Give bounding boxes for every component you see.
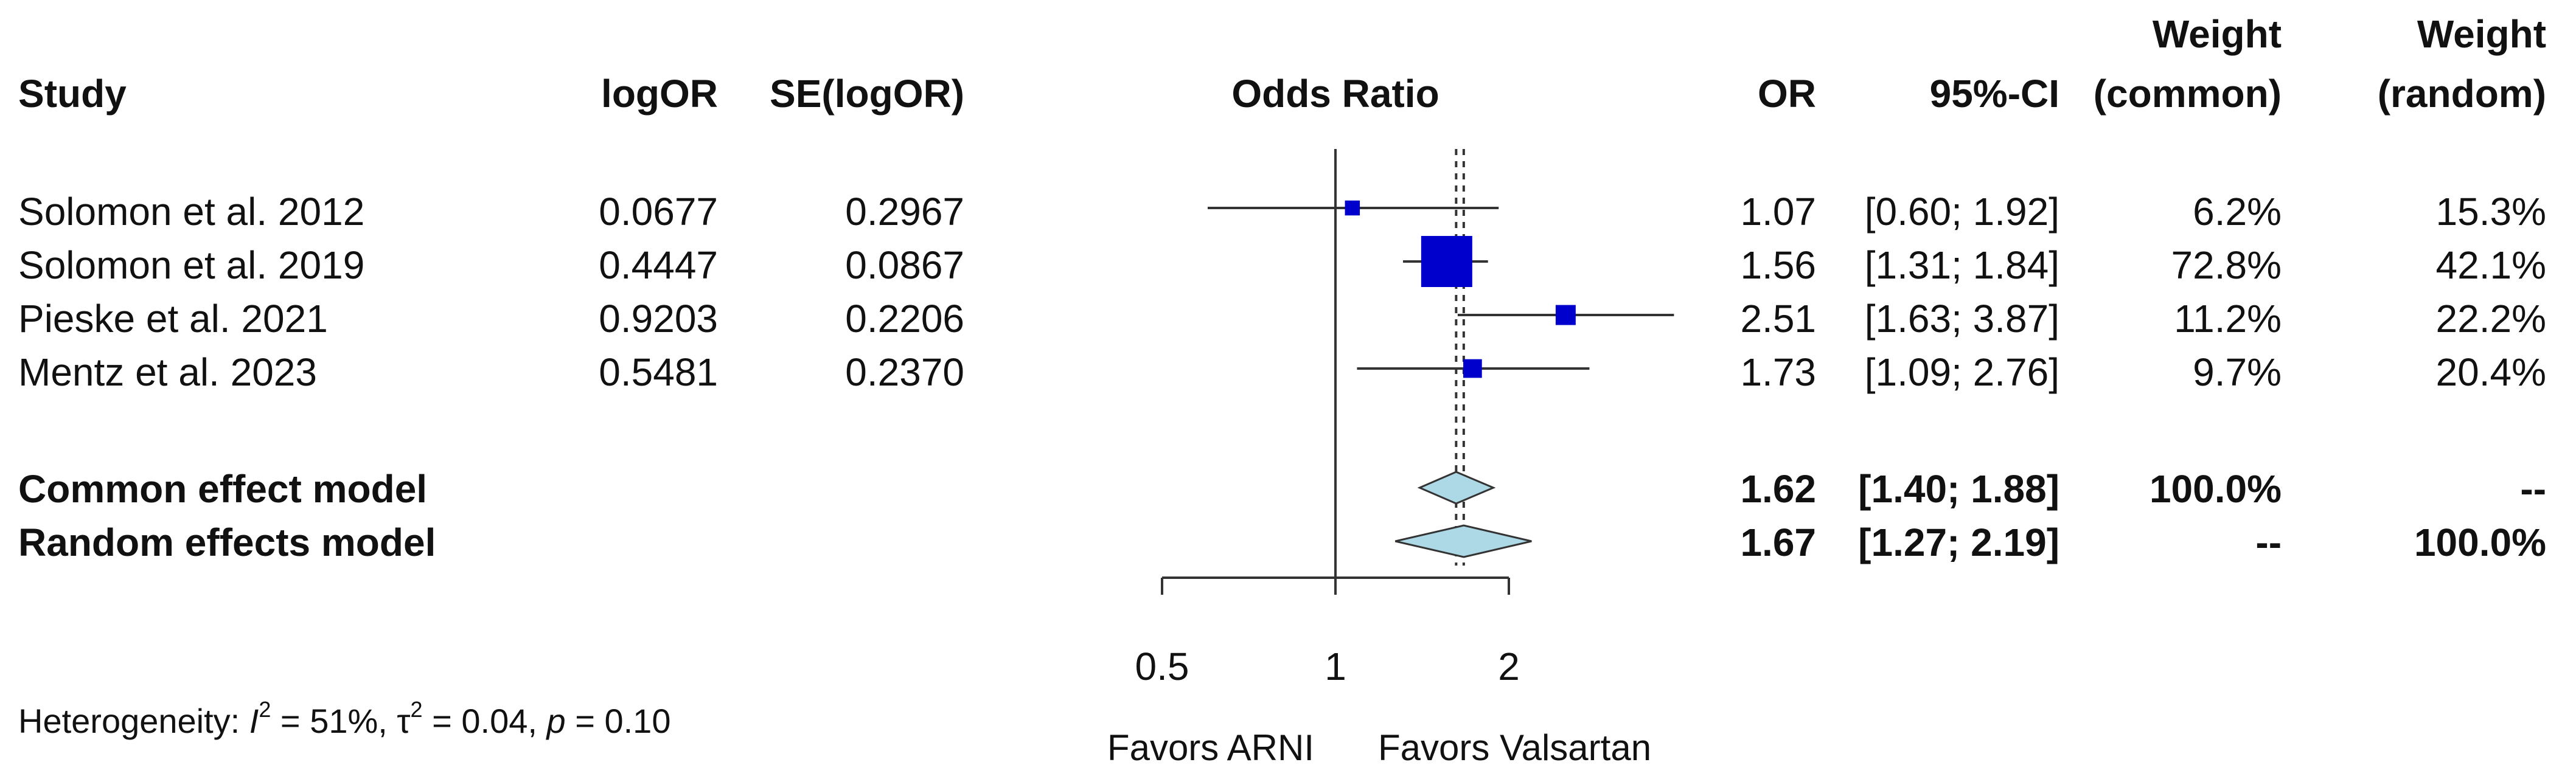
header-se-logor: SE(logOR) xyxy=(770,72,964,116)
study-logor: 0.5481 xyxy=(599,350,718,394)
study-ci: [0.60; 1.92] xyxy=(1865,190,2059,234)
study-logor: 0.9203 xyxy=(599,297,718,341)
pooled-ci: [1.27; 2.19] xyxy=(1858,521,2059,564)
study-row: Solomon et al. 2012 0.0677 0.2967 1.07 [… xyxy=(18,190,2546,234)
pooled-weight-common: -- xyxy=(2255,521,2282,564)
study-weight-common: 9.7% xyxy=(2193,350,2282,394)
study-name: Mentz et al. 2023 xyxy=(18,350,317,394)
study-or: 1.07 xyxy=(1740,190,1816,234)
random-effects-diamond xyxy=(1394,524,1532,558)
pooled-weight-common: 100.0% xyxy=(2150,467,2282,511)
study-se: 0.2206 xyxy=(845,297,964,341)
pooled-or: 1.62 xyxy=(1740,467,1816,511)
header-logor: logOR xyxy=(601,72,718,116)
header-or: OR xyxy=(1758,72,1816,116)
header-weight-random-line2: (random) xyxy=(2378,72,2546,116)
study-weight-common: 11.2% xyxy=(2174,297,2282,341)
study-weight-random: 22.2% xyxy=(2436,297,2546,341)
pooled-ci: [1.40; 1.88] xyxy=(1858,467,2059,511)
study-or: 2.51 xyxy=(1740,297,1816,341)
header-weight-common-line1: Weight xyxy=(2153,12,2282,56)
study-weight-random: 15.3% xyxy=(2436,190,2546,234)
study-se: 0.2370 xyxy=(845,350,964,394)
header-odds-ratio: Odds Ratio xyxy=(1231,72,1439,116)
study-weight-random: 42.1% xyxy=(2436,243,2546,287)
study-weight-square xyxy=(1555,305,1576,325)
study-logor: 0.0677 xyxy=(599,190,718,234)
x-axis-tick-label: 0.5 xyxy=(1135,645,1189,688)
study-weight-common: 6.2% xyxy=(2193,190,2282,234)
header-95-ci: 95%-CI xyxy=(1930,72,2059,116)
header-weight-common-line2: (common) xyxy=(2094,72,2282,116)
study-se: 0.2967 xyxy=(845,190,964,234)
pooled-or: 1.67 xyxy=(1740,521,1816,564)
study-weight-random: 20.4% xyxy=(2436,350,2546,394)
study-weight-square xyxy=(1463,359,1482,378)
study-name: Solomon et al. 2019 xyxy=(18,243,364,287)
study-weight-common: 72.8% xyxy=(2171,243,2282,287)
favors-left-label: Favors ARNI xyxy=(1107,727,1314,768)
study-ci: [1.31; 1.84] xyxy=(1865,243,2059,287)
study-name: Pieske et al. 2021 xyxy=(18,297,328,341)
study-row: Pieske et al. 2021 0.9203 0.2206 2.51 [1… xyxy=(18,297,2546,341)
study-ci: [1.09; 2.76] xyxy=(1865,350,2059,394)
pooled-weight-random: 100.0% xyxy=(2414,521,2546,564)
study-se: 0.0867 xyxy=(845,243,964,287)
heterogeneity-stats: Heterogeneity: I2 = 51%, τ2 = 0.04, p = … xyxy=(18,697,670,740)
column-headers: Study logOR SE(logOR) Odds Ratio OR 95%-… xyxy=(18,12,2546,116)
study-weight-square xyxy=(1345,200,1360,216)
common-effect-diamond xyxy=(1417,471,1496,505)
study-row: Solomon et al. 2019 0.4447 0.0867 1.56 [… xyxy=(18,236,2546,287)
study-or: 1.73 xyxy=(1740,350,1816,394)
x-axis-tick-label: 1 xyxy=(1325,645,1346,688)
study-name: Solomon et al. 2012 xyxy=(18,190,364,234)
pooled-row-random: Random effects model 1.67 [1.27; 2.19] -… xyxy=(18,521,2546,564)
header-weight-random-line1: Weight xyxy=(2417,12,2546,56)
x-axis-tick-label: 2 xyxy=(1498,645,1520,688)
pooled-weight-random: -- xyxy=(2520,467,2546,511)
pooled-row-common: Common effect model 1.62 [1.40; 1.88] 10… xyxy=(18,467,2546,511)
header-study: Study xyxy=(18,72,127,116)
study-weight-square xyxy=(1421,236,1472,287)
study-row: Mentz et al. 2023 0.5481 0.2370 1.73 [1.… xyxy=(18,350,2546,394)
study-ci: [1.63; 3.87] xyxy=(1865,297,2059,341)
pooled-name: Random effects model xyxy=(18,521,436,564)
x-axis: 0.5 1 2 Favors ARNI Favors Valsartan xyxy=(1107,576,1651,768)
study-logor: 0.4447 xyxy=(599,243,718,287)
favors-right-label: Favors Valsartan xyxy=(1378,727,1651,768)
study-or: 1.56 xyxy=(1740,243,1816,287)
pooled-name: Common effect model xyxy=(18,467,427,511)
